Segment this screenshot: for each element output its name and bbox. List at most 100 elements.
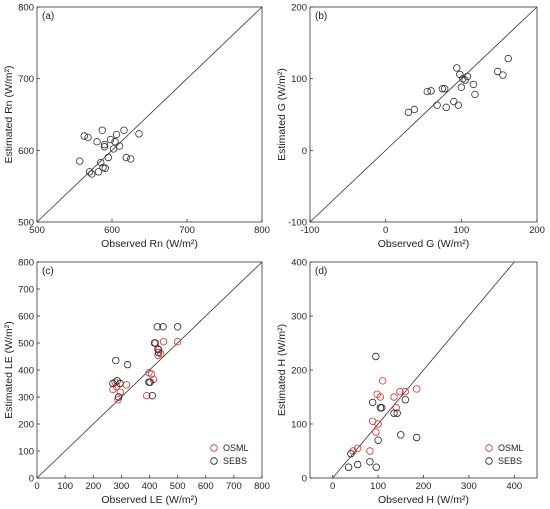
y-tick-label: 500 [18, 218, 34, 229]
data-point [366, 458, 374, 466]
legend-marker [485, 444, 493, 452]
y-tick-label: 100 [291, 420, 307, 431]
plot-frame [36, 6, 263, 223]
data-point [393, 409, 401, 417]
data-point [372, 352, 380, 361]
x-tick-label: 800 [254, 481, 270, 492]
one-to-one-line [36, 6, 263, 223]
data-point [499, 71, 507, 79]
data-point [85, 168, 94, 176]
x-tick-label: -100 [300, 225, 319, 236]
x-tick-label: 0 [330, 481, 335, 492]
data-point [412, 385, 421, 393]
data-point [159, 323, 167, 331]
one-to-one-line [309, 6, 538, 223]
legend: OSML SEBS [210, 443, 249, 466]
data-point [401, 387, 410, 396]
data-point [154, 345, 162, 353]
data-point [410, 105, 419, 114]
data-point [442, 103, 450, 112]
data-point [404, 108, 413, 117]
y-tick-label: 800 [18, 258, 34, 269]
data-point [366, 447, 374, 455]
data-point [461, 76, 469, 84]
data-point [111, 378, 119, 386]
data-point [109, 379, 117, 388]
data-point [471, 90, 479, 99]
data-point [142, 391, 151, 400]
data-point [353, 460, 362, 469]
y-axis-label: Estimated H (W/m²) [276, 324, 288, 416]
panel-1: 500 600 700 800 500 600 700 800 Observed Rn (W/m… [3, 3, 270, 251]
y-tick-label: 800 [18, 3, 34, 14]
panel-3: 0 100 200 300 400 500 600 700 800 0 100 200 300 400 50… [3, 258, 270, 507]
data-point [150, 339, 159, 347]
y-tick-label: 0 [302, 146, 307, 157]
y-tick-label: 400 [18, 366, 34, 377]
data-point [353, 444, 362, 452]
x-tick-label: 500 [170, 481, 186, 492]
data-point [135, 130, 143, 138]
y-tick-label: 0 [302, 474, 307, 485]
x-tick-label: 100 [370, 481, 386, 492]
data-point [109, 385, 117, 394]
data-point [111, 138, 119, 146]
x-axis-label: Observed Rn (W/m²) [101, 238, 198, 250]
data-point [454, 101, 463, 109]
data-point [93, 138, 101, 146]
x-tick-label: 800 [254, 225, 270, 236]
data-point [112, 356, 120, 365]
legend-label: SEBS [498, 456, 522, 466]
x-tick-label: 0 [383, 225, 388, 236]
series-osml [349, 377, 421, 455]
one-to-one-line [332, 261, 515, 479]
y-tick-label: 300 [291, 312, 307, 323]
data-point [148, 391, 157, 400]
y-tick-label: 700 [18, 74, 34, 85]
x-tick-label: 500 [29, 225, 45, 236]
y-tick-label: 200 [18, 420, 34, 431]
data-point [459, 74, 467, 83]
data-point [433, 101, 441, 109]
legend-marker [485, 457, 493, 465]
data-point [463, 72, 472, 81]
series-osml [109, 337, 182, 404]
x-tick-label: 300 [461, 481, 477, 492]
data-point [113, 377, 121, 385]
data-point [122, 381, 131, 389]
data-point [349, 447, 357, 455]
x-tick-label: 300 [113, 481, 129, 492]
data-point [344, 463, 353, 471]
y-tick-label: 0 [29, 474, 34, 485]
data-point [401, 396, 410, 404]
data-point [109, 145, 118, 153]
data-point [155, 346, 163, 354]
panel-4: 0 100 200 300 400 0 100 200 300 400 Observed H (W/… [276, 258, 538, 506]
x-tick-label: 700 [179, 225, 195, 236]
y-tick-label: 100 [291, 74, 307, 85]
data-point [94, 168, 103, 176]
panel-2: -100 0 100 200 -100 0 100 200 Observed G (W/m²) E… [276, 3, 545, 251]
data-point [396, 387, 404, 396]
panel-label: (d) [315, 266, 327, 277]
data-point [147, 370, 156, 378]
legend-label: OSML [498, 443, 524, 453]
data-point [450, 97, 458, 106]
series-sebs [109, 323, 182, 401]
data-point [372, 428, 380, 436]
x-axis-label: Observed G (W/m²) [378, 238, 470, 250]
data-point [112, 130, 121, 139]
data-point [372, 463, 380, 471]
data-point [374, 420, 382, 428]
data-point [116, 379, 124, 388]
data-point [440, 84, 449, 93]
y-tick-label: 600 [18, 146, 34, 157]
data-point [120, 126, 128, 134]
x-tick-label: 100 [57, 481, 73, 492]
data-point [127, 155, 135, 163]
data-point [347, 450, 355, 458]
data-point [390, 409, 398, 417]
y-tick-label: 300 [18, 393, 34, 404]
y-tick-label: 100 [18, 447, 34, 458]
data-point [100, 143, 109, 151]
